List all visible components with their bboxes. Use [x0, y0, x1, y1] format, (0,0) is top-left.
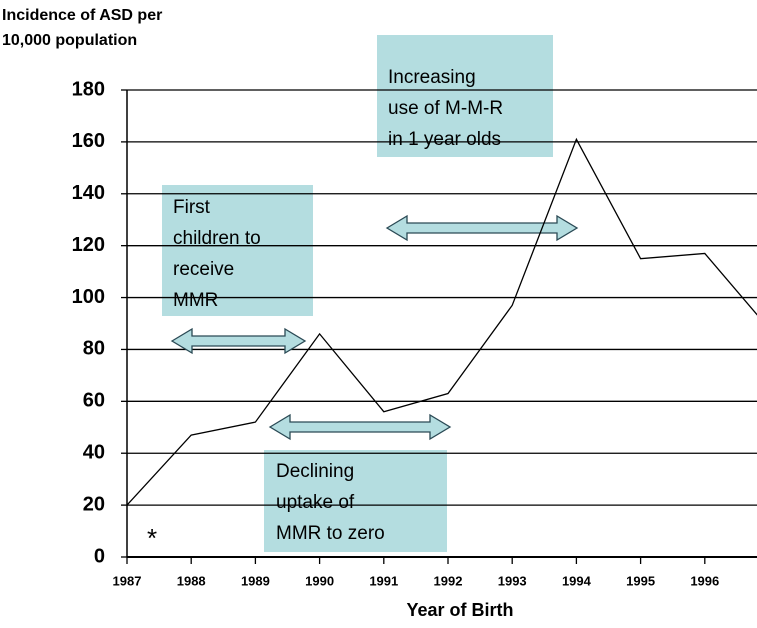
annotation-text: use of M-M-R — [388, 98, 503, 119]
annotation-text: Increasing — [388, 67, 476, 88]
y-tick-label: 40 — [83, 442, 105, 464]
annotation-text: Declining — [276, 461, 354, 482]
x-tick-label: 1990 — [305, 573, 334, 588]
x-tick-label: 1996 — [690, 573, 719, 588]
x-tick-label: 1992 — [434, 573, 463, 588]
double-arrow — [385, 214, 579, 242]
asterisk: * — [147, 523, 157, 553]
annotations: Increasing use of M-M-R in 1 year olds Firs… — [173, 67, 503, 544]
annotation-box — [377, 35, 553, 157]
y-tick-label: 20 — [83, 493, 105, 515]
annotation-text: in 1 year olds — [388, 129, 501, 150]
y-axis-title: 10,000 population — [2, 32, 137, 49]
annotation-text: MMR — [173, 290, 218, 311]
y-tick-label: 120 — [72, 234, 105, 256]
annotation-text: MMR to zero — [276, 523, 385, 544]
x-axis-title: Year of Birth — [406, 600, 513, 620]
y-tick-label: 0 — [94, 545, 105, 567]
x-tick-label: 1993 — [498, 573, 527, 588]
double-arrow — [170, 327, 307, 355]
y-tick-label: 80 — [83, 338, 105, 360]
x-tick-label: 1989 — [241, 573, 270, 588]
y-axis-title: Incidence of ASD per — [2, 7, 162, 24]
annotation-text: First — [173, 197, 211, 218]
x-tick-label: 1987 — [113, 573, 142, 588]
double-arrow — [268, 413, 452, 441]
x-tick-label: 1991 — [369, 573, 398, 588]
x-tick-label: 1988 — [177, 573, 206, 588]
annotation-text: uptake of — [276, 492, 355, 513]
data-line — [126, 137, 757, 506]
y-tick-label: 100 — [72, 286, 105, 308]
y-tick-label: 160 — [72, 130, 105, 152]
x-tick-label: 1994 — [562, 573, 592, 588]
annotation-box — [162, 185, 313, 316]
x-tick-label: 1995 — [626, 573, 655, 588]
annotation-box — [264, 450, 447, 552]
y-tick-label: 140 — [72, 182, 105, 204]
y-tick-label: 180 — [72, 78, 105, 100]
annotation-text: children to — [173, 228, 261, 249]
annotation-text: receive — [173, 259, 234, 280]
y-tick-label: 60 — [83, 390, 105, 412]
